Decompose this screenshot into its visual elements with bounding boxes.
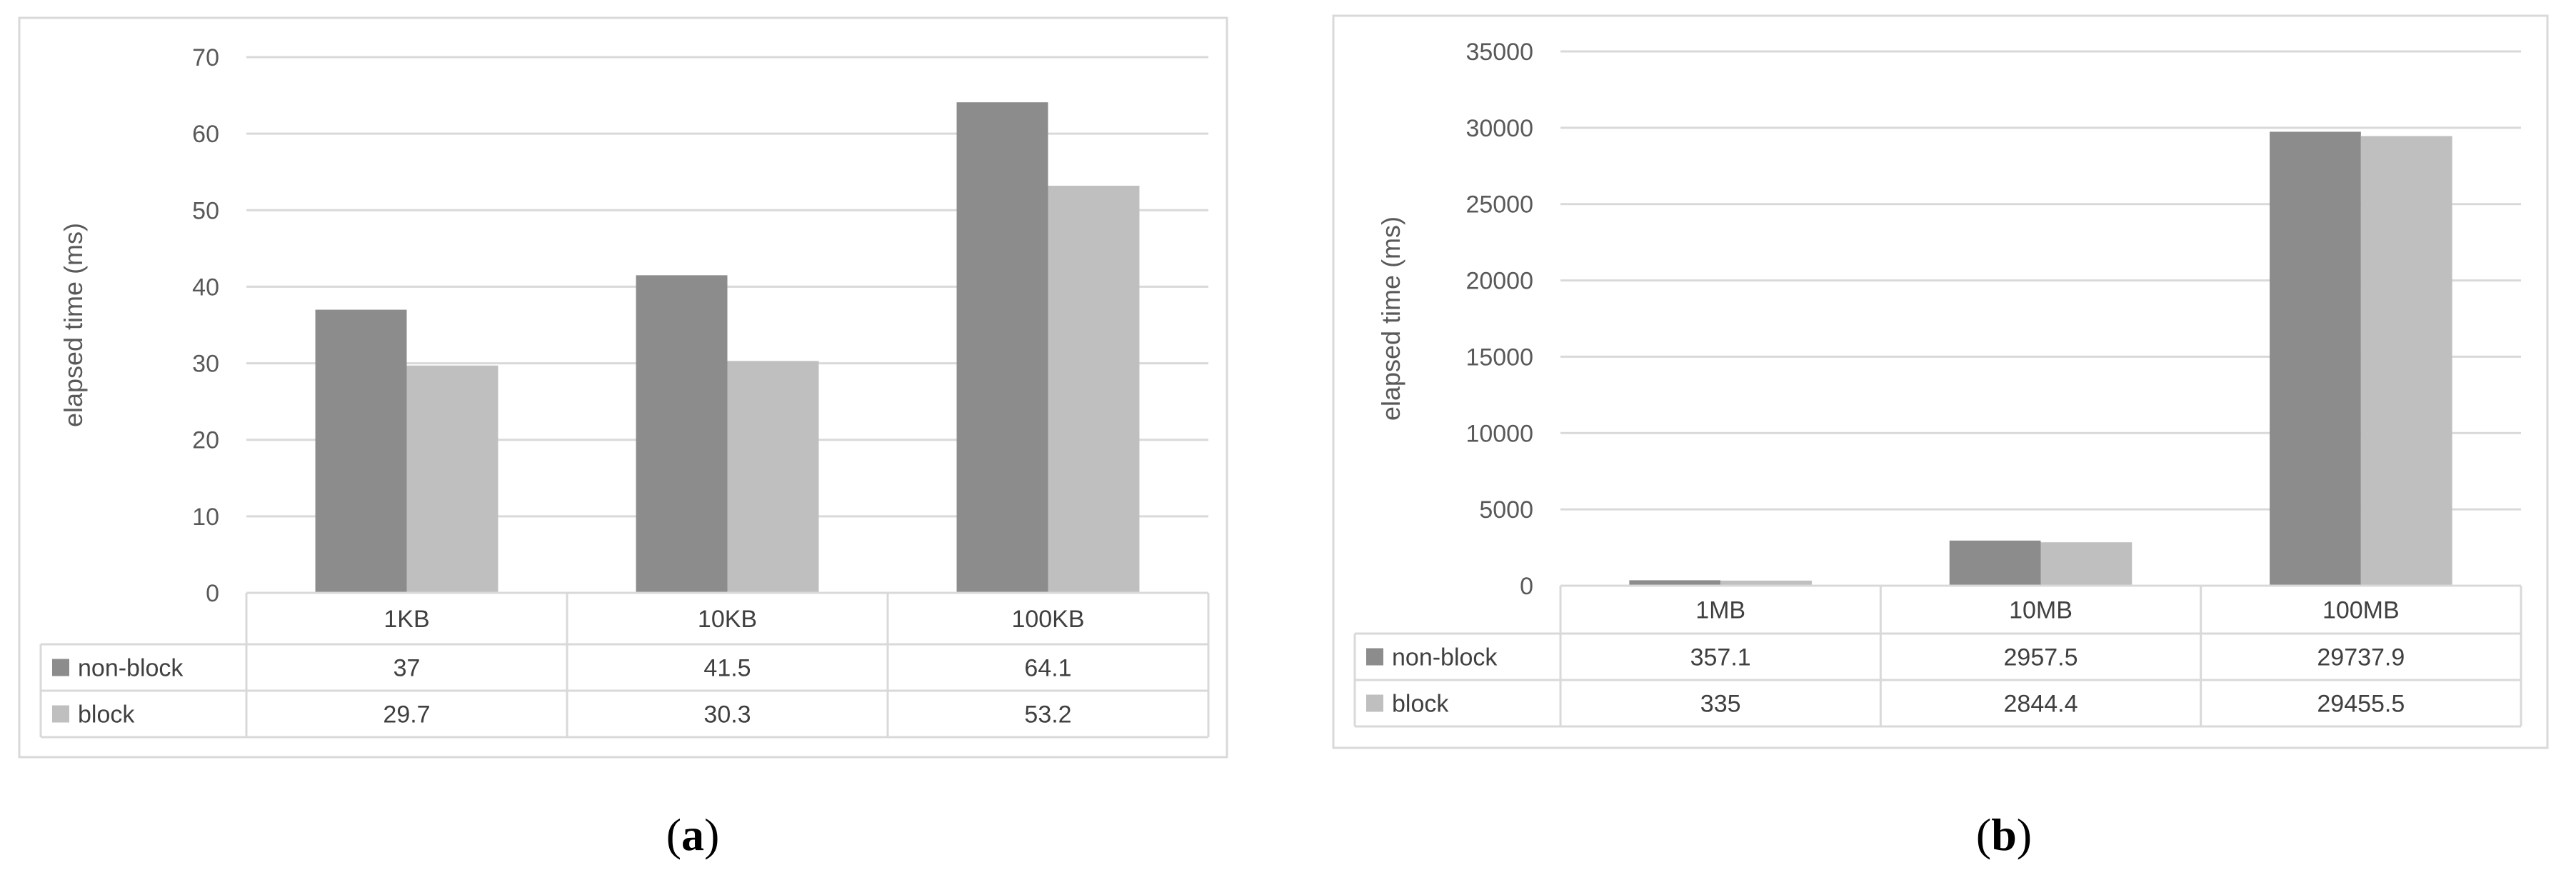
bar-block-1MB — [1720, 580, 1812, 586]
chart-panel-b: 0 5000 10000 15000 20000 25000 30000 35000 elaps… — [1332, 14, 2549, 749]
bar-non-block-100KB — [956, 102, 1048, 593]
y-tick-label: 30 — [192, 351, 219, 378]
bar-non-block-1KB — [315, 309, 407, 593]
y-tick-label: 40 — [192, 274, 219, 301]
y-tick-label: 5000 — [1479, 496, 1533, 524]
panel-label: a — [681, 809, 704, 860]
y-tick-label: 25000 — [1465, 191, 1533, 219]
bar-block-1KB — [406, 365, 498, 593]
bar-non-block-10MB — [1949, 540, 2041, 586]
data-label: 29.7 — [383, 701, 430, 729]
legend-label: non-block — [1392, 644, 1498, 671]
y-tick-label: 30000 — [1465, 115, 1533, 142]
bar-non-block-10KB — [636, 275, 728, 593]
x-category-label: 1KB — [384, 606, 429, 633]
y-tick-label: 50 — [192, 197, 219, 224]
data-label: 41.5 — [703, 655, 751, 682]
data-label: 2957.5 — [2004, 644, 2078, 671]
y-tick-label: 20 — [192, 427, 219, 454]
y-tick-label: 10000 — [1465, 420, 1533, 447]
x-category-label: 1MB — [1695, 597, 1745, 624]
panel-captions: (a) (b) — [666, 809, 2032, 860]
data-label: 64.1 — [1024, 655, 1071, 682]
data-label: 2844.4 — [2004, 691, 2078, 718]
bar-block-10MB — [2040, 542, 2133, 586]
legend-swatch-block — [52, 705, 69, 723]
legend-label: non-block — [78, 655, 184, 682]
panel-caption: (b) — [1976, 809, 2032, 860]
legend-swatch-non-block — [1366, 648, 1383, 666]
y-tick-label: 35000 — [1465, 39, 1533, 66]
y-tick-label: 10 — [192, 504, 219, 531]
data-label: 357.1 — [1690, 644, 1751, 671]
legend-swatch-non-block — [52, 659, 69, 676]
bar-block-10KB — [727, 361, 819, 593]
y-axis-label: elapsed time (ms) — [1376, 216, 1405, 421]
y-tick-label: 0 — [206, 580, 219, 607]
data-label: 53.2 — [1024, 701, 1071, 729]
x-category-label: 100KB — [1011, 606, 1084, 633]
y-tick-label: 70 — [192, 44, 219, 71]
panel-caption: (a) — [666, 809, 720, 860]
chart-panel-a: 0 10 20 30 40 50 60 70 elapsed time (ms) 1KB 10KB 1… — [18, 16, 1228, 759]
legend-swatch-block — [1366, 694, 1383, 712]
bar-block-100MB — [2360, 136, 2452, 586]
legend-label: block — [1392, 691, 1449, 718]
y-tick-label: 60 — [192, 121, 219, 148]
y-axis-label: elapsed time (ms) — [59, 223, 88, 427]
data-label: 29455.5 — [2317, 691, 2405, 718]
data-label: 29737.9 — [2317, 644, 2405, 671]
bar-non-block-100MB — [2270, 131, 2361, 586]
bar-non-block-1MB — [1629, 580, 1721, 586]
y-tick-label: 0 — [1520, 573, 1533, 600]
legend-label: block — [78, 701, 135, 729]
bar-block-100KB — [1048, 186, 1140, 593]
x-category-label: 10KB — [698, 606, 757, 633]
panel-label: b — [1991, 809, 2017, 860]
x-category-label: 100MB — [2322, 597, 2400, 624]
data-label: 30.3 — [703, 701, 751, 729]
y-tick-label: 20000 — [1465, 268, 1533, 295]
y-tick-label: 15000 — [1465, 344, 1533, 371]
data-label: 335 — [1700, 691, 1741, 718]
x-category-label: 10MB — [2009, 597, 2073, 624]
data-label: 37 — [394, 655, 421, 682]
